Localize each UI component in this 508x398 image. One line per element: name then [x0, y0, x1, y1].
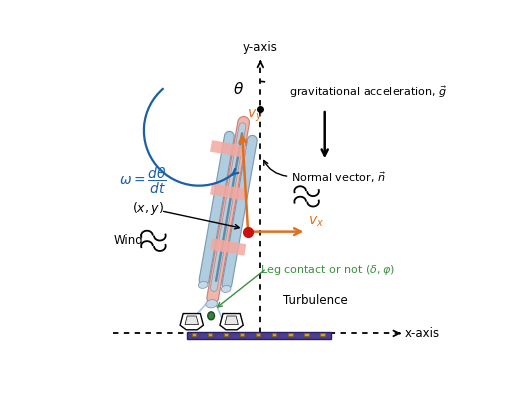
- Polygon shape: [199, 131, 234, 285]
- Polygon shape: [220, 142, 236, 156]
- Polygon shape: [215, 132, 243, 282]
- FancyBboxPatch shape: [187, 332, 331, 339]
- Ellipse shape: [208, 312, 214, 320]
- Polygon shape: [233, 187, 246, 201]
- FancyBboxPatch shape: [192, 333, 196, 336]
- Polygon shape: [233, 144, 246, 158]
- Ellipse shape: [198, 281, 208, 289]
- Polygon shape: [233, 242, 246, 256]
- Text: Wind: Wind: [113, 234, 143, 247]
- Polygon shape: [225, 316, 238, 325]
- FancyBboxPatch shape: [288, 333, 293, 336]
- Text: y-axis: y-axis: [243, 41, 278, 54]
- Polygon shape: [185, 316, 199, 325]
- Text: x-axis: x-axis: [405, 327, 440, 340]
- Ellipse shape: [221, 285, 231, 293]
- FancyBboxPatch shape: [208, 333, 212, 336]
- Text: Turbulence: Turbulence: [283, 294, 348, 307]
- FancyBboxPatch shape: [240, 333, 244, 336]
- Polygon shape: [210, 123, 246, 291]
- Text: $v_x$: $v_x$: [308, 214, 324, 228]
- FancyBboxPatch shape: [224, 333, 228, 336]
- FancyBboxPatch shape: [272, 333, 276, 336]
- FancyBboxPatch shape: [304, 333, 309, 336]
- Polygon shape: [207, 117, 249, 304]
- Text: Leg contact or not $(\delta, \varphi)$: Leg contact or not $(\delta, \varphi)$: [261, 263, 395, 277]
- Text: $\omega = \dfrac{d\theta}{dt}$: $\omega = \dfrac{d\theta}{dt}$: [119, 166, 167, 196]
- Polygon shape: [210, 238, 224, 252]
- FancyBboxPatch shape: [321, 333, 325, 336]
- Polygon shape: [210, 183, 224, 197]
- Text: $(x, y)$: $(x, y)$: [132, 200, 164, 217]
- Text: $v_y$: $v_y$: [246, 108, 263, 124]
- Text: Normal vector, $\vec{n}$: Normal vector, $\vec{n}$: [291, 171, 386, 185]
- Polygon shape: [180, 314, 203, 330]
- FancyBboxPatch shape: [256, 333, 261, 336]
- Polygon shape: [220, 185, 236, 199]
- Polygon shape: [220, 314, 243, 330]
- Polygon shape: [222, 135, 257, 289]
- Polygon shape: [210, 140, 224, 154]
- Polygon shape: [220, 240, 236, 254]
- Text: $\theta$: $\theta$: [233, 81, 244, 97]
- Ellipse shape: [206, 300, 217, 308]
- Text: gravitational acceleration, $\vec{g}$: gravitational acceleration, $\vec{g}$: [290, 84, 448, 100]
